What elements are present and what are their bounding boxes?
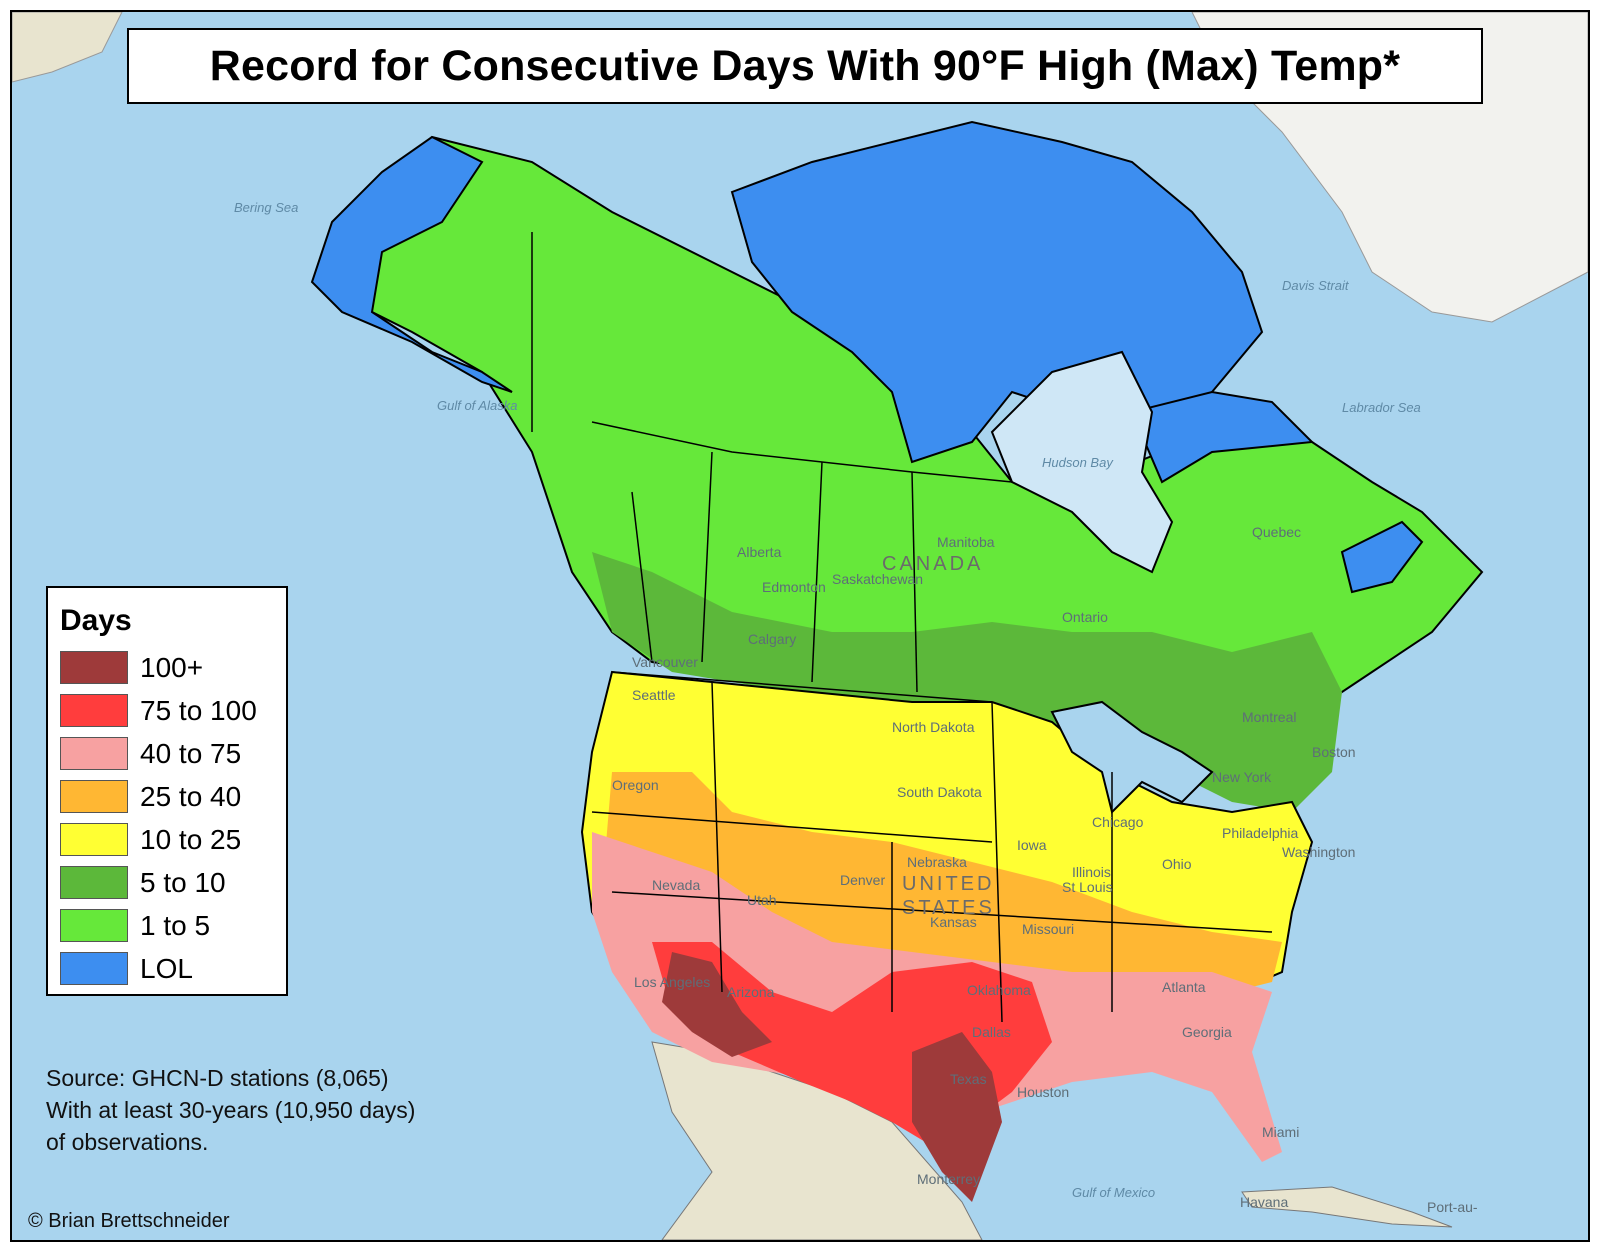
city-label-st-louis: St Louis [1062, 879, 1113, 895]
region-label-nebraska: Nebraska [907, 854, 967, 870]
region-label-arizona: Arizona [727, 984, 775, 1000]
region-label-illinois: Illinois [1072, 864, 1111, 880]
legend-swatch [60, 823, 128, 856]
zone-100-plus [662, 952, 772, 1057]
legend-label: 5 to 10 [140, 866, 226, 898]
legend-swatch [60, 651, 128, 684]
city-label-seattle: Seattle [632, 687, 676, 703]
source-note: Source: GHCN-D stations (8,065) With at … [46, 1062, 415, 1158]
region-label-south-dakota: South Dakota [897, 784, 982, 800]
water-label-bering-sea: Bering Sea [234, 200, 298, 215]
legend-item: 5 to 10 [60, 861, 286, 904]
source-line-2: With at least 30-years (10,950 days) [46, 1097, 416, 1123]
water-label-davis-strait: Davis Strait [1282, 278, 1350, 293]
water-label-gulf-of-mexico: Gulf of Mexico [1072, 1185, 1155, 1200]
city-label-houston: Houston [1017, 1084, 1069, 1100]
city-label-boston: Boston [1312, 744, 1356, 760]
region-label-utah: Utah [747, 892, 777, 908]
city-label-philadelphia: Philadelphia [1222, 825, 1298, 841]
city-label-chicago: Chicago [1092, 814, 1144, 830]
legend-item: 40 to 75 [60, 732, 286, 775]
zone-lol-labrador [1130, 390, 1315, 484]
region-label-georgia: Georgia [1182, 1024, 1232, 1040]
map-labels: Edmonton Calgary Vancouver Seattle Chica… [234, 200, 1478, 1215]
region-label-ontario: Ontario [1062, 609, 1108, 625]
city-label-los-angeles: Los Angeles [634, 974, 710, 990]
legend-item: 25 to 40 [60, 775, 286, 818]
region-label-oregon: Oregon [612, 777, 659, 793]
legend-label: 100+ [140, 651, 204, 683]
region-label-missouri: Missouri [1022, 921, 1074, 937]
region-label-nevada: Nevada [652, 877, 700, 893]
siberia-land [12, 12, 123, 83]
country-label-states: STATES [902, 897, 995, 919]
legend-swatch [60, 866, 128, 899]
legend: Days 100+ 75 to 100 40 to 75 25 to 40 10… [46, 586, 288, 996]
cuba-land [1241, 1186, 1453, 1228]
water-label-hudson-bay: Hudson Bay [1042, 455, 1114, 470]
zone-100-plus-texas [912, 1032, 1002, 1202]
map-title: Record for Consecutive Days With 90°F Hi… [209, 41, 1401, 90]
legend-item: LOL [60, 947, 286, 990]
region-label-quebec: Quebec [1252, 524, 1301, 540]
water-label-gulf-of-alaska: Gulf of Alaska [437, 398, 517, 413]
region-label-manitoba: Manitoba [937, 534, 995, 550]
legend-label: 75 to 100 [140, 694, 257, 726]
legend-swatch [60, 909, 128, 942]
water-label-labrador-sea: Labrador Sea [1342, 400, 1421, 415]
hudson-bay [990, 350, 1174, 574]
legend-title: Days [60, 604, 132, 637]
boundary-lines [531, 232, 1273, 1023]
legend-label: LOL [140, 952, 193, 984]
legend-swatch [60, 694, 128, 727]
legend-swatch [60, 780, 128, 813]
city-label-port-au: Port-au- [1427, 1199, 1478, 1215]
city-label-havana: Havana [1240, 1194, 1288, 1210]
legend-label: 25 to 40 [140, 780, 242, 812]
region-label-saskatchewan: Saskatchewan [832, 571, 923, 587]
legend-label: 40 to 75 [140, 737, 242, 769]
legend-label: 10 to 25 [140, 823, 242, 855]
choropleth-map: Edmonton Calgary Vancouver Seattle Chica… [12, 12, 1588, 1240]
map-frame: Edmonton Calgary Vancouver Seattle Chica… [10, 10, 1590, 1242]
copyright-text: © Brian Brettschneider [28, 1210, 230, 1232]
region-label-kansas: Kansas [930, 914, 977, 930]
zone-lol-alaska [310, 135, 513, 393]
zone-lol-newfoundland [1340, 520, 1424, 594]
legend-item: 1 to 5 [60, 904, 286, 947]
region-label-oklahoma: Oklahoma [967, 982, 1031, 998]
great-lakes [1050, 700, 1214, 814]
city-label-monterrey: Monterrey [917, 1171, 980, 1187]
legend-swatch [60, 737, 128, 770]
city-label-edmonton: Edmonton [762, 579, 826, 595]
source-line-3: of observations. [46, 1129, 209, 1155]
city-label-denver: Denver [840, 872, 885, 888]
title-box: Record for Consecutive Days With 90°F Hi… [127, 28, 1483, 104]
city-label-washington: Washington [1282, 844, 1355, 860]
region-label-alberta: Alberta [737, 544, 782, 560]
region-label-texas: Texas [950, 1071, 987, 1087]
city-label-atlanta: Atlanta [1162, 979, 1206, 995]
legend-item: 10 to 25 [60, 818, 286, 861]
region-label-iowa: Iowa [1017, 837, 1047, 853]
region-label-ohio: Ohio [1162, 856, 1192, 872]
region-label-north-dakota: North Dakota [892, 719, 975, 735]
source-line-1: Source: GHCN-D stations (8,065) [46, 1065, 389, 1091]
legend-swatch [60, 952, 128, 985]
city-label-dallas: Dallas [972, 1024, 1011, 1040]
city-label-new-york: New York [1212, 769, 1272, 785]
legend-item: 100+ [60, 646, 286, 689]
legend-item: 75 to 100 [60, 689, 286, 732]
city-label-montreal: Montreal [1242, 709, 1296, 725]
legend-label: 1 to 5 [140, 909, 211, 941]
country-label-canada: CANADA [882, 553, 983, 575]
city-label-calgary: Calgary [748, 631, 796, 647]
city-label-miami: Miami [1262, 1124, 1299, 1140]
country-label-united: UNITED [902, 873, 994, 895]
city-label-vancouver: Vancouver [632, 654, 698, 670]
